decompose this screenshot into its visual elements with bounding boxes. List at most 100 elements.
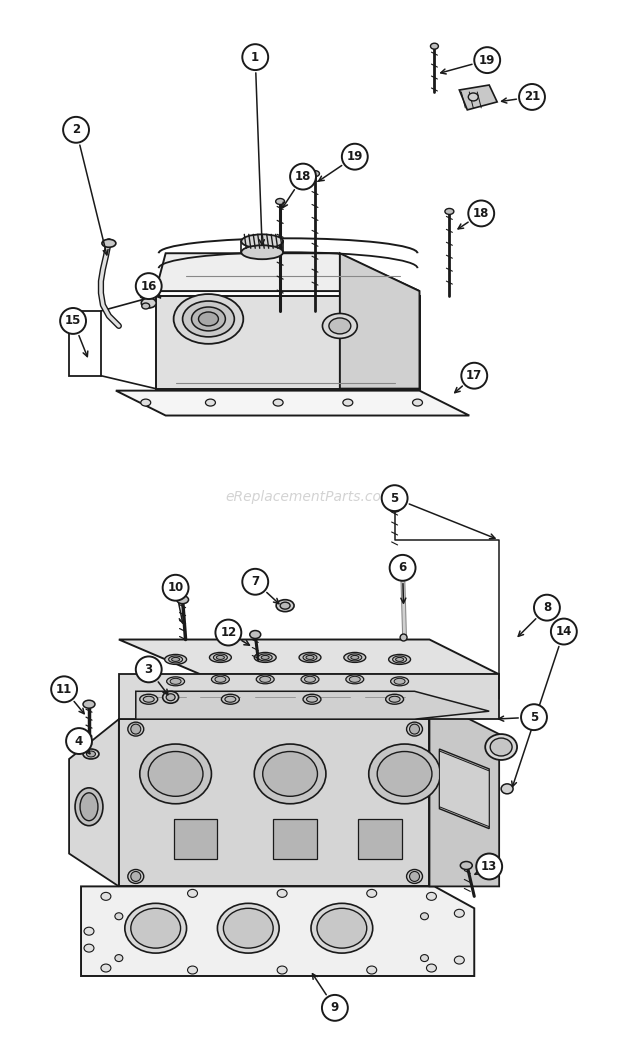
Polygon shape [119,719,430,886]
Ellipse shape [166,694,175,700]
Text: 5: 5 [530,711,538,724]
Polygon shape [81,886,474,976]
Ellipse shape [351,656,359,660]
Text: 8: 8 [542,602,551,614]
Ellipse shape [389,696,400,702]
Text: 10: 10 [167,581,184,594]
Ellipse shape [167,677,185,685]
Text: 7: 7 [251,575,259,588]
Polygon shape [273,819,317,858]
Ellipse shape [101,964,111,972]
Ellipse shape [391,677,409,685]
Ellipse shape [162,692,179,703]
Circle shape [215,620,241,645]
Ellipse shape [430,44,438,49]
Text: 2: 2 [72,123,80,136]
Text: 6: 6 [399,561,407,574]
Ellipse shape [420,955,428,961]
Circle shape [60,308,86,334]
Ellipse shape [182,301,234,337]
Ellipse shape [210,653,231,662]
Circle shape [342,143,368,170]
Ellipse shape [394,678,405,684]
Ellipse shape [115,955,123,961]
Ellipse shape [101,892,111,901]
Ellipse shape [400,563,407,576]
Ellipse shape [188,889,198,898]
Ellipse shape [377,751,432,797]
Ellipse shape [407,869,422,884]
Ellipse shape [304,676,316,682]
Circle shape [521,705,547,730]
Polygon shape [174,819,218,858]
Circle shape [534,595,560,621]
Ellipse shape [170,678,181,684]
Polygon shape [69,311,101,376]
Circle shape [461,363,487,388]
Ellipse shape [400,634,407,641]
Ellipse shape [83,749,99,759]
Circle shape [382,485,407,511]
Ellipse shape [128,723,144,736]
Ellipse shape [273,399,283,406]
Circle shape [322,995,348,1021]
Ellipse shape [311,903,373,953]
Ellipse shape [386,694,404,705]
Ellipse shape [223,908,273,949]
Circle shape [131,724,141,734]
Ellipse shape [460,862,472,869]
Ellipse shape [299,653,321,662]
Ellipse shape [215,676,226,682]
Circle shape [51,676,77,702]
Ellipse shape [221,694,239,705]
Circle shape [389,555,415,580]
Ellipse shape [490,738,512,756]
Ellipse shape [142,303,149,309]
Ellipse shape [317,908,367,949]
Ellipse shape [263,751,317,797]
Ellipse shape [87,751,95,756]
Ellipse shape [348,654,361,661]
Ellipse shape [84,944,94,952]
Ellipse shape [254,744,326,804]
Ellipse shape [148,751,203,797]
Ellipse shape [216,656,224,660]
Ellipse shape [369,744,440,804]
Ellipse shape [396,658,404,661]
Ellipse shape [322,313,357,338]
Ellipse shape [211,675,229,683]
Polygon shape [430,699,499,886]
Ellipse shape [84,927,94,935]
Text: 19: 19 [479,54,495,67]
Ellipse shape [188,966,198,974]
Ellipse shape [501,784,513,794]
Ellipse shape [389,655,410,664]
Text: 17: 17 [466,369,482,382]
Ellipse shape [303,694,321,705]
Text: eReplacementParts.com: eReplacementParts.com [225,490,395,504]
Text: 16: 16 [141,280,157,293]
Ellipse shape [256,675,274,683]
Circle shape [131,871,141,882]
Ellipse shape [367,966,377,974]
Polygon shape [119,640,499,675]
Text: 14: 14 [556,625,572,638]
Ellipse shape [392,656,407,663]
Text: 18: 18 [473,207,489,220]
Ellipse shape [260,676,271,682]
Text: 4: 4 [75,734,83,748]
Ellipse shape [225,696,236,702]
Ellipse shape [261,656,269,660]
Ellipse shape [140,694,157,705]
Ellipse shape [367,889,377,898]
Ellipse shape [241,245,283,259]
Ellipse shape [83,700,95,708]
Circle shape [519,84,545,110]
Text: 12: 12 [220,626,236,639]
Circle shape [63,117,89,143]
Polygon shape [340,254,420,388]
Ellipse shape [75,788,103,825]
Circle shape [476,853,502,880]
Ellipse shape [213,654,228,661]
Text: 13: 13 [481,860,497,873]
